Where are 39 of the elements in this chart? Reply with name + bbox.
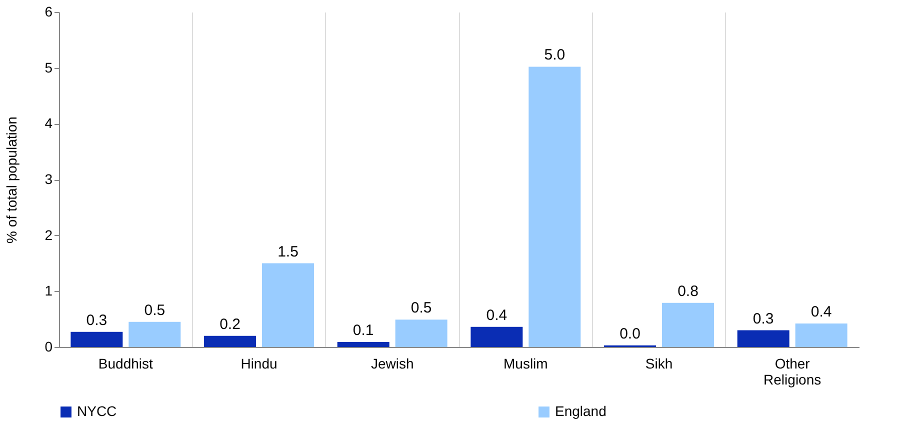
data-label: 0.5 [410, 300, 432, 317]
bar [128, 322, 181, 347]
bar [737, 330, 790, 347]
data-label: 1.5 [278, 243, 298, 260]
x-tick-label: Hindu [240, 356, 278, 372]
bar [528, 66, 581, 347]
bar [262, 263, 314, 347]
bar [395, 320, 448, 347]
bar [337, 342, 390, 347]
data-label: 0.2 [220, 316, 240, 333]
data-label: 0.8 [678, 282, 698, 300]
y-tick-label: 2 [44, 226, 53, 243]
y-tick-label: 1 [44, 282, 53, 299]
data-label: 0.1 [352, 322, 374, 339]
bar [70, 332, 123, 347]
bar [662, 302, 714, 347]
y-tick-label: 4 [44, 115, 53, 132]
y-tick-label: 0 [44, 338, 53, 354]
x-tick-label: Buddhist [98, 356, 154, 372]
data-label: 0.4 [810, 304, 832, 321]
data-label: 0.4 [486, 306, 508, 324]
y-tick-label: 3 [44, 171, 53, 187]
bar [470, 326, 523, 347]
y-axis-title: % of total population [4, 116, 20, 244]
bar [204, 336, 256, 347]
data-label: 0.0 [620, 325, 640, 342]
x-tick-label: Jewish [370, 356, 414, 372]
y-tick-label: 6 [44, 4, 53, 20]
legend-label: NYCC [77, 403, 117, 419]
y-tick-label: 5 [44, 59, 53, 76]
data-label: 5.0 [544, 46, 566, 64]
x-tick-label: Sikh [645, 356, 673, 372]
x-tick-label: Muslim [503, 356, 548, 372]
x-tick-label: Other Religions [764, 356, 822, 388]
data-label: 0.3 [752, 310, 774, 328]
data-label: 0.3 [86, 312, 108, 329]
data-label: 0.5 [144, 302, 166, 319]
bar [795, 324, 848, 347]
legend-label: England [555, 403, 606, 419]
